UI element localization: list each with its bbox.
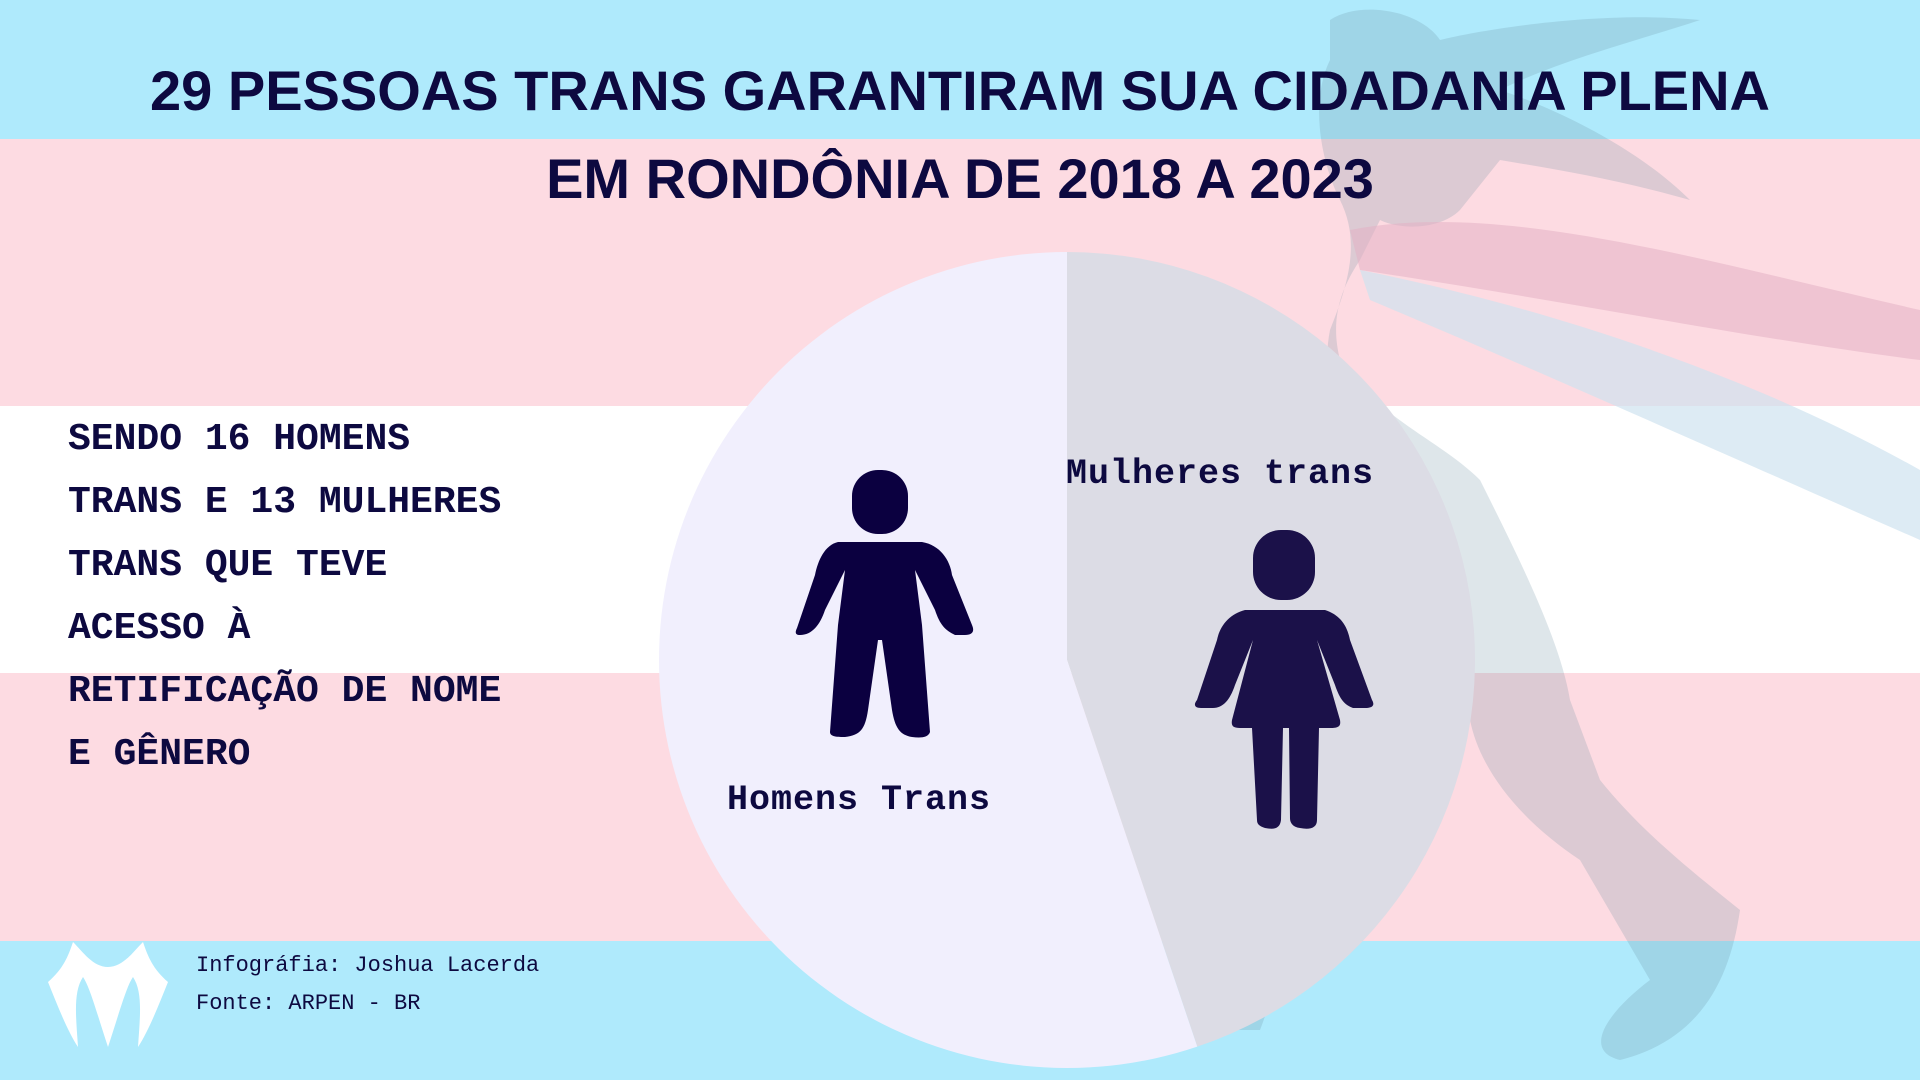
slice-label-homens: Homens Trans <box>727 780 992 820</box>
title-line-1: 29 PESSOAS TRANS GARANTIRAM SUA CIDADANI… <box>150 59 1770 122</box>
pie-slice-homens-trans <box>659 252 1198 1068</box>
slice-label-mulheres: Mulheres trans <box>1066 454 1375 494</box>
description-text: SENDO 16 HOMENS TRANS E 13 MULHERES TRAN… <box>68 418 502 776</box>
source-text: Fonte: ARPEN - BR <box>196 991 421 1016</box>
woman-icon <box>1194 530 1374 829</box>
man-icon <box>795 470 974 738</box>
author-logo <box>48 942 168 1047</box>
flag-stripe-blue-top <box>0 0 1920 139</box>
title-line-2: EM RONDÔNIA DE 2018 A 2023 <box>546 147 1374 210</box>
credit-text: Infográfia: Joshua Lacerda <box>196 953 540 978</box>
